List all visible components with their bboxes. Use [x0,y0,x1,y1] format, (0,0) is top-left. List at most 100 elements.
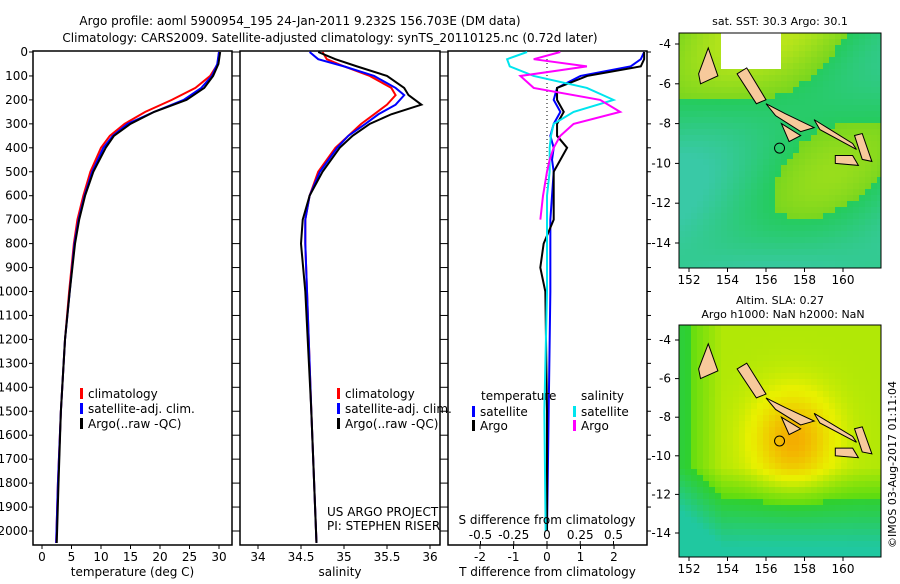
map-cell [829,481,835,487]
map-cell [763,535,769,541]
island-land [780,415,802,436]
map-cell [733,427,739,433]
map-cell [823,261,829,267]
map-cell [727,261,733,267]
map-cell [757,207,763,213]
map-cell [721,39,727,45]
map-cell [775,51,781,57]
map-cell [727,415,733,421]
map-cell [799,225,805,231]
map-cell [763,87,769,93]
map-cell [739,397,745,403]
map-cell [871,493,877,499]
y-tick-label: 1800 [0,476,28,490]
map-cell [757,63,763,69]
map-cell [793,379,799,385]
map-cell [811,237,817,243]
map-cell [679,105,685,111]
map-cell [679,403,685,409]
map-cell [781,433,787,439]
map-cell [739,219,745,225]
map-cell [715,39,721,45]
map-cell [817,231,823,237]
map-cell [721,325,727,331]
map-cell [787,201,793,207]
map-cell [691,159,697,165]
map-cell [769,183,775,189]
legend-swatch [472,420,475,431]
map-cell [829,529,835,535]
map-cell [703,249,709,255]
map-cell [679,355,685,361]
map-cell [859,123,865,129]
map-cell [721,505,727,511]
map-cell [757,529,763,535]
map-cell [709,255,715,261]
map-cell [787,87,793,93]
map-cell [793,469,799,475]
map-cell [709,45,715,51]
map-cell [865,433,871,439]
map-cell [751,75,757,81]
map-cell [679,87,685,93]
map-cell [709,129,715,135]
map-cell [811,397,817,403]
map-cell [715,99,721,105]
map-cell [685,391,691,397]
map-cell [811,409,817,415]
map-cell [697,183,703,189]
map-cell [745,57,751,63]
map-cell [763,195,769,201]
map-cell [865,343,871,349]
map-cell [751,135,757,141]
map-cell [781,219,787,225]
map-cell [757,433,763,439]
map-cell [853,81,859,87]
map-cell [787,195,793,201]
map-cell [769,463,775,469]
map-cell [685,511,691,517]
map-cell [829,409,835,415]
map-cell [877,535,881,541]
map-cell [757,517,763,523]
map-cell [793,99,799,105]
map-cell [757,57,763,63]
map-cell [763,123,769,129]
map-cell [829,87,835,93]
map-cell [787,475,793,481]
map-cell [799,231,805,237]
map-cell [805,511,811,517]
map-cell [811,505,817,511]
map-cell [697,123,703,129]
map-cell [787,541,793,547]
map-cell [751,243,757,249]
map-cell [853,249,859,255]
map-cell [787,57,793,63]
map-cell [769,225,775,231]
map-cell [721,415,727,421]
map-cell [811,553,817,557]
map-cell [877,415,881,421]
map-cell [709,379,715,385]
map-cell [703,535,709,541]
map-cell [793,361,799,367]
map-cell [679,177,685,183]
map-cell [691,117,697,123]
map-cell [805,499,811,505]
map-cell [751,231,757,237]
map-cell [721,349,727,355]
map-cell [781,457,787,463]
map-cell [775,463,781,469]
map-cell [691,421,697,427]
map-cell [841,385,847,391]
map-cell [865,123,871,129]
map-cell [829,69,835,75]
map-cell [733,159,739,165]
map-cell [703,541,709,547]
map-cell [847,129,853,135]
map-cell [697,171,703,177]
map-cell [781,469,787,475]
map-cell [763,379,769,385]
map-cell [691,517,697,523]
map-cell [757,117,763,123]
